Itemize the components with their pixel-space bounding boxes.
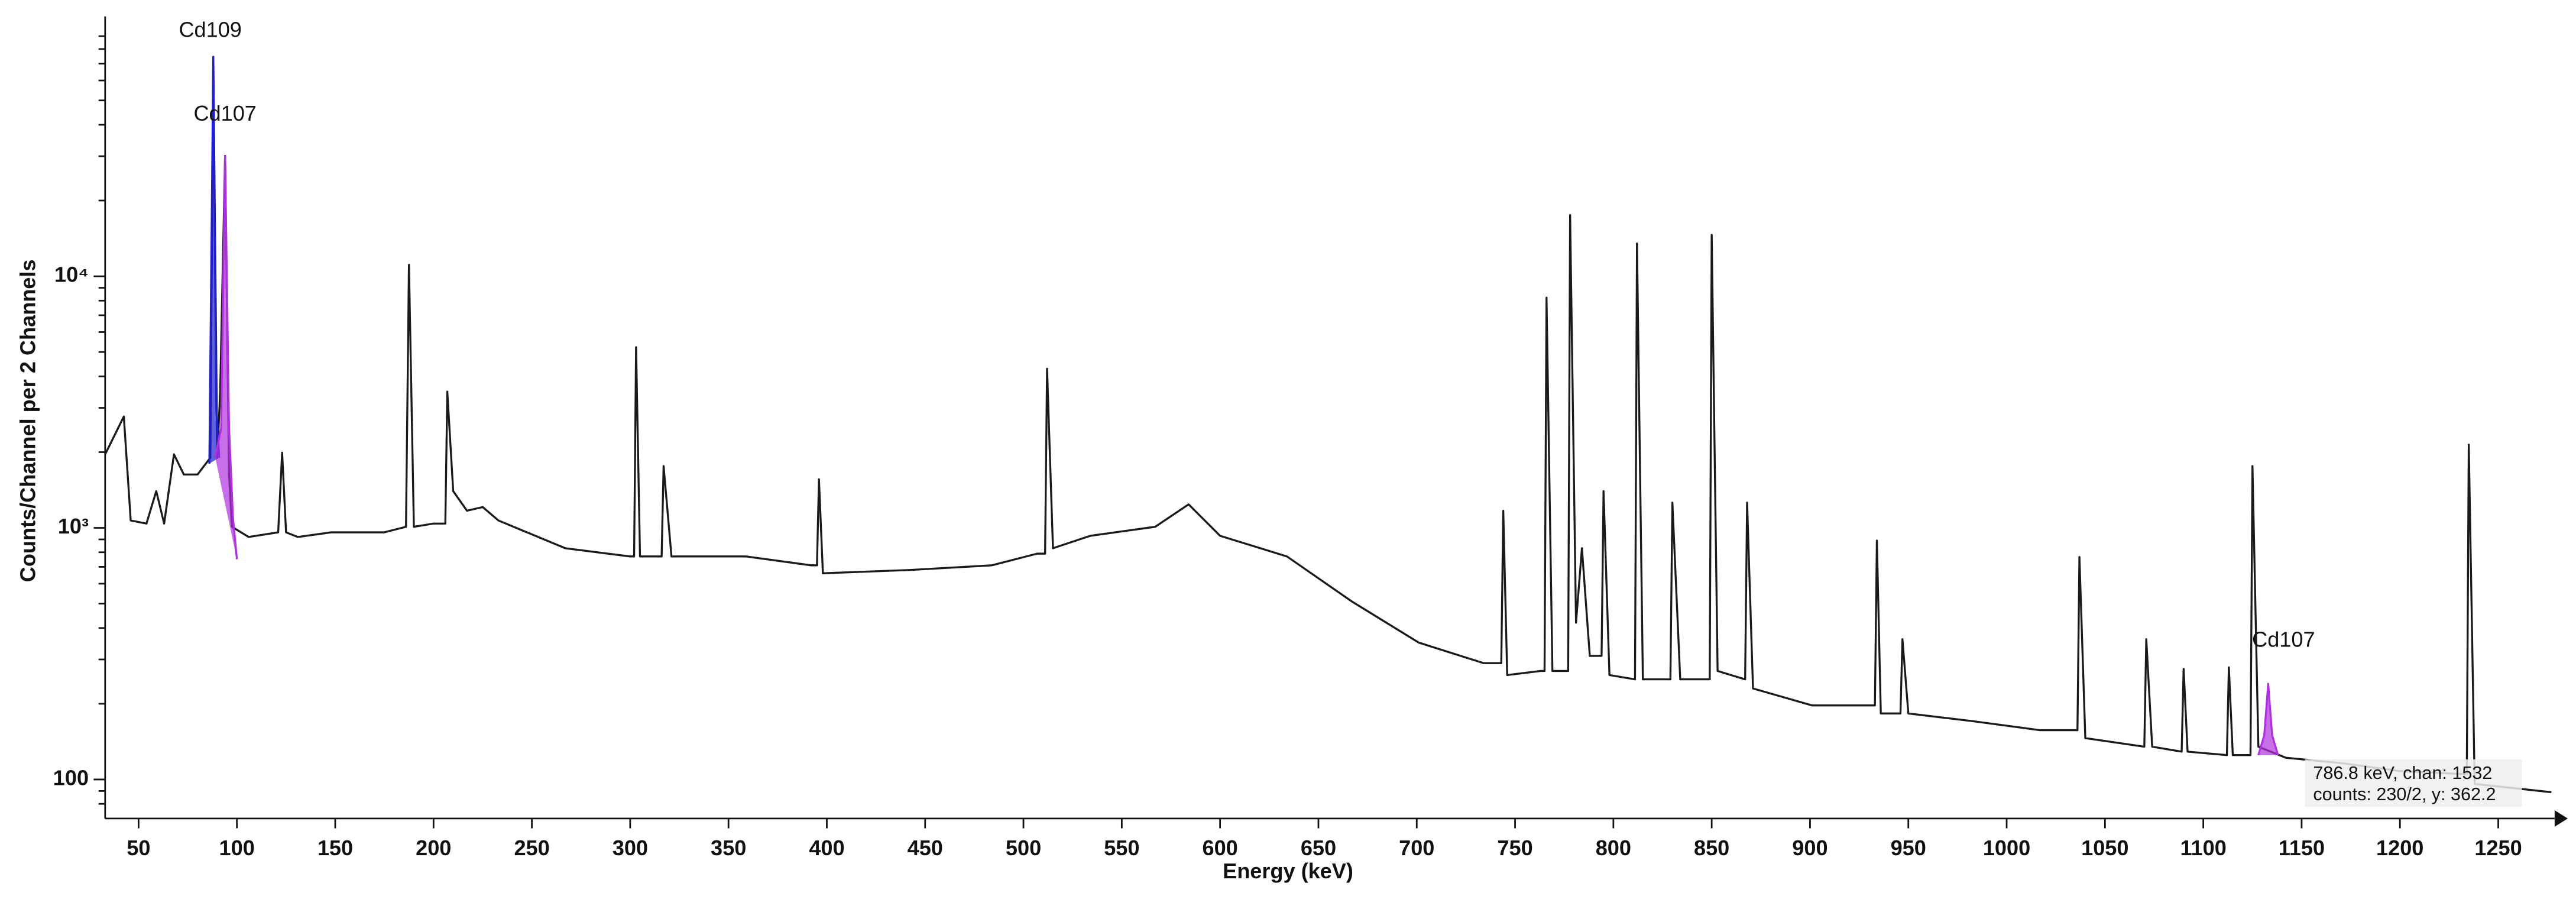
x-tick-label: 550 [1104,836,1139,860]
peak-annotation: Cd107 [2252,627,2315,651]
peak-fit-line [2257,683,2279,756]
x-tick-label: 50 [127,836,150,860]
x-tick-label: 900 [1792,836,1827,860]
x-tick-label: 100 [219,836,255,860]
x-tick-label: 500 [1006,836,1041,860]
tooltip-line: 786.8 keV, chan: 1532 [2313,763,2492,783]
peak-fill [2258,684,2279,755]
x-axis-label: Energy (keV) [1223,859,1353,883]
x-tick-label: 300 [613,836,648,860]
tooltip-line: counts: 230/2, y: 362.2 [2313,784,2496,804]
x-tick-label: 1200 [2376,836,2423,860]
tooltip-box [2305,759,2522,807]
y-tick-label: 100 [53,765,89,790]
y-axis-label: Counts/Channel per 2 Channels [16,259,40,582]
x-tick-label: 700 [1399,836,1434,860]
y-tick-label: 10³ [58,514,89,538]
x-tick-label: 150 [317,836,353,860]
plot-area: 50 100 150 200 250 300 350 400 450 500 550 600 650 70… [53,35,2552,860]
x-tick-label: 1000 [1983,836,2030,860]
x-tick-label: 850 [1694,836,1729,860]
peak-fit-line [208,56,221,464]
x-tick-label: 400 [809,836,844,860]
x-tick-label: 1150 [2279,836,2325,860]
x-tick-label: 450 [908,836,943,860]
x-axis-arrow [2554,810,2568,827]
spectrum-line [104,56,2552,794]
x-tick-label: 1100 [2180,836,2226,860]
x-tick-label: 800 [1596,836,1631,860]
x-tick-label: 1050 [2081,836,2128,860]
peak-fit-line [214,155,238,560]
x-tick-label: 200 [416,836,451,860]
x-tick-label: 350 [711,836,746,860]
peak-annotation: Cd107 [193,101,256,125]
peak-annotation: Cd109 [179,17,241,41]
x-tick-label: 650 [1301,836,1336,860]
x-tick-label: 750 [1497,836,1532,860]
y-tick-label: 10⁴ [54,263,89,287]
x-tick-label: 950 [1891,836,1926,860]
x-tick-label: 1250 [2474,836,2522,860]
x-tick-label: 250 [514,836,549,860]
peak-fill [215,156,237,560]
x-tick-label: 600 [1203,836,1238,860]
